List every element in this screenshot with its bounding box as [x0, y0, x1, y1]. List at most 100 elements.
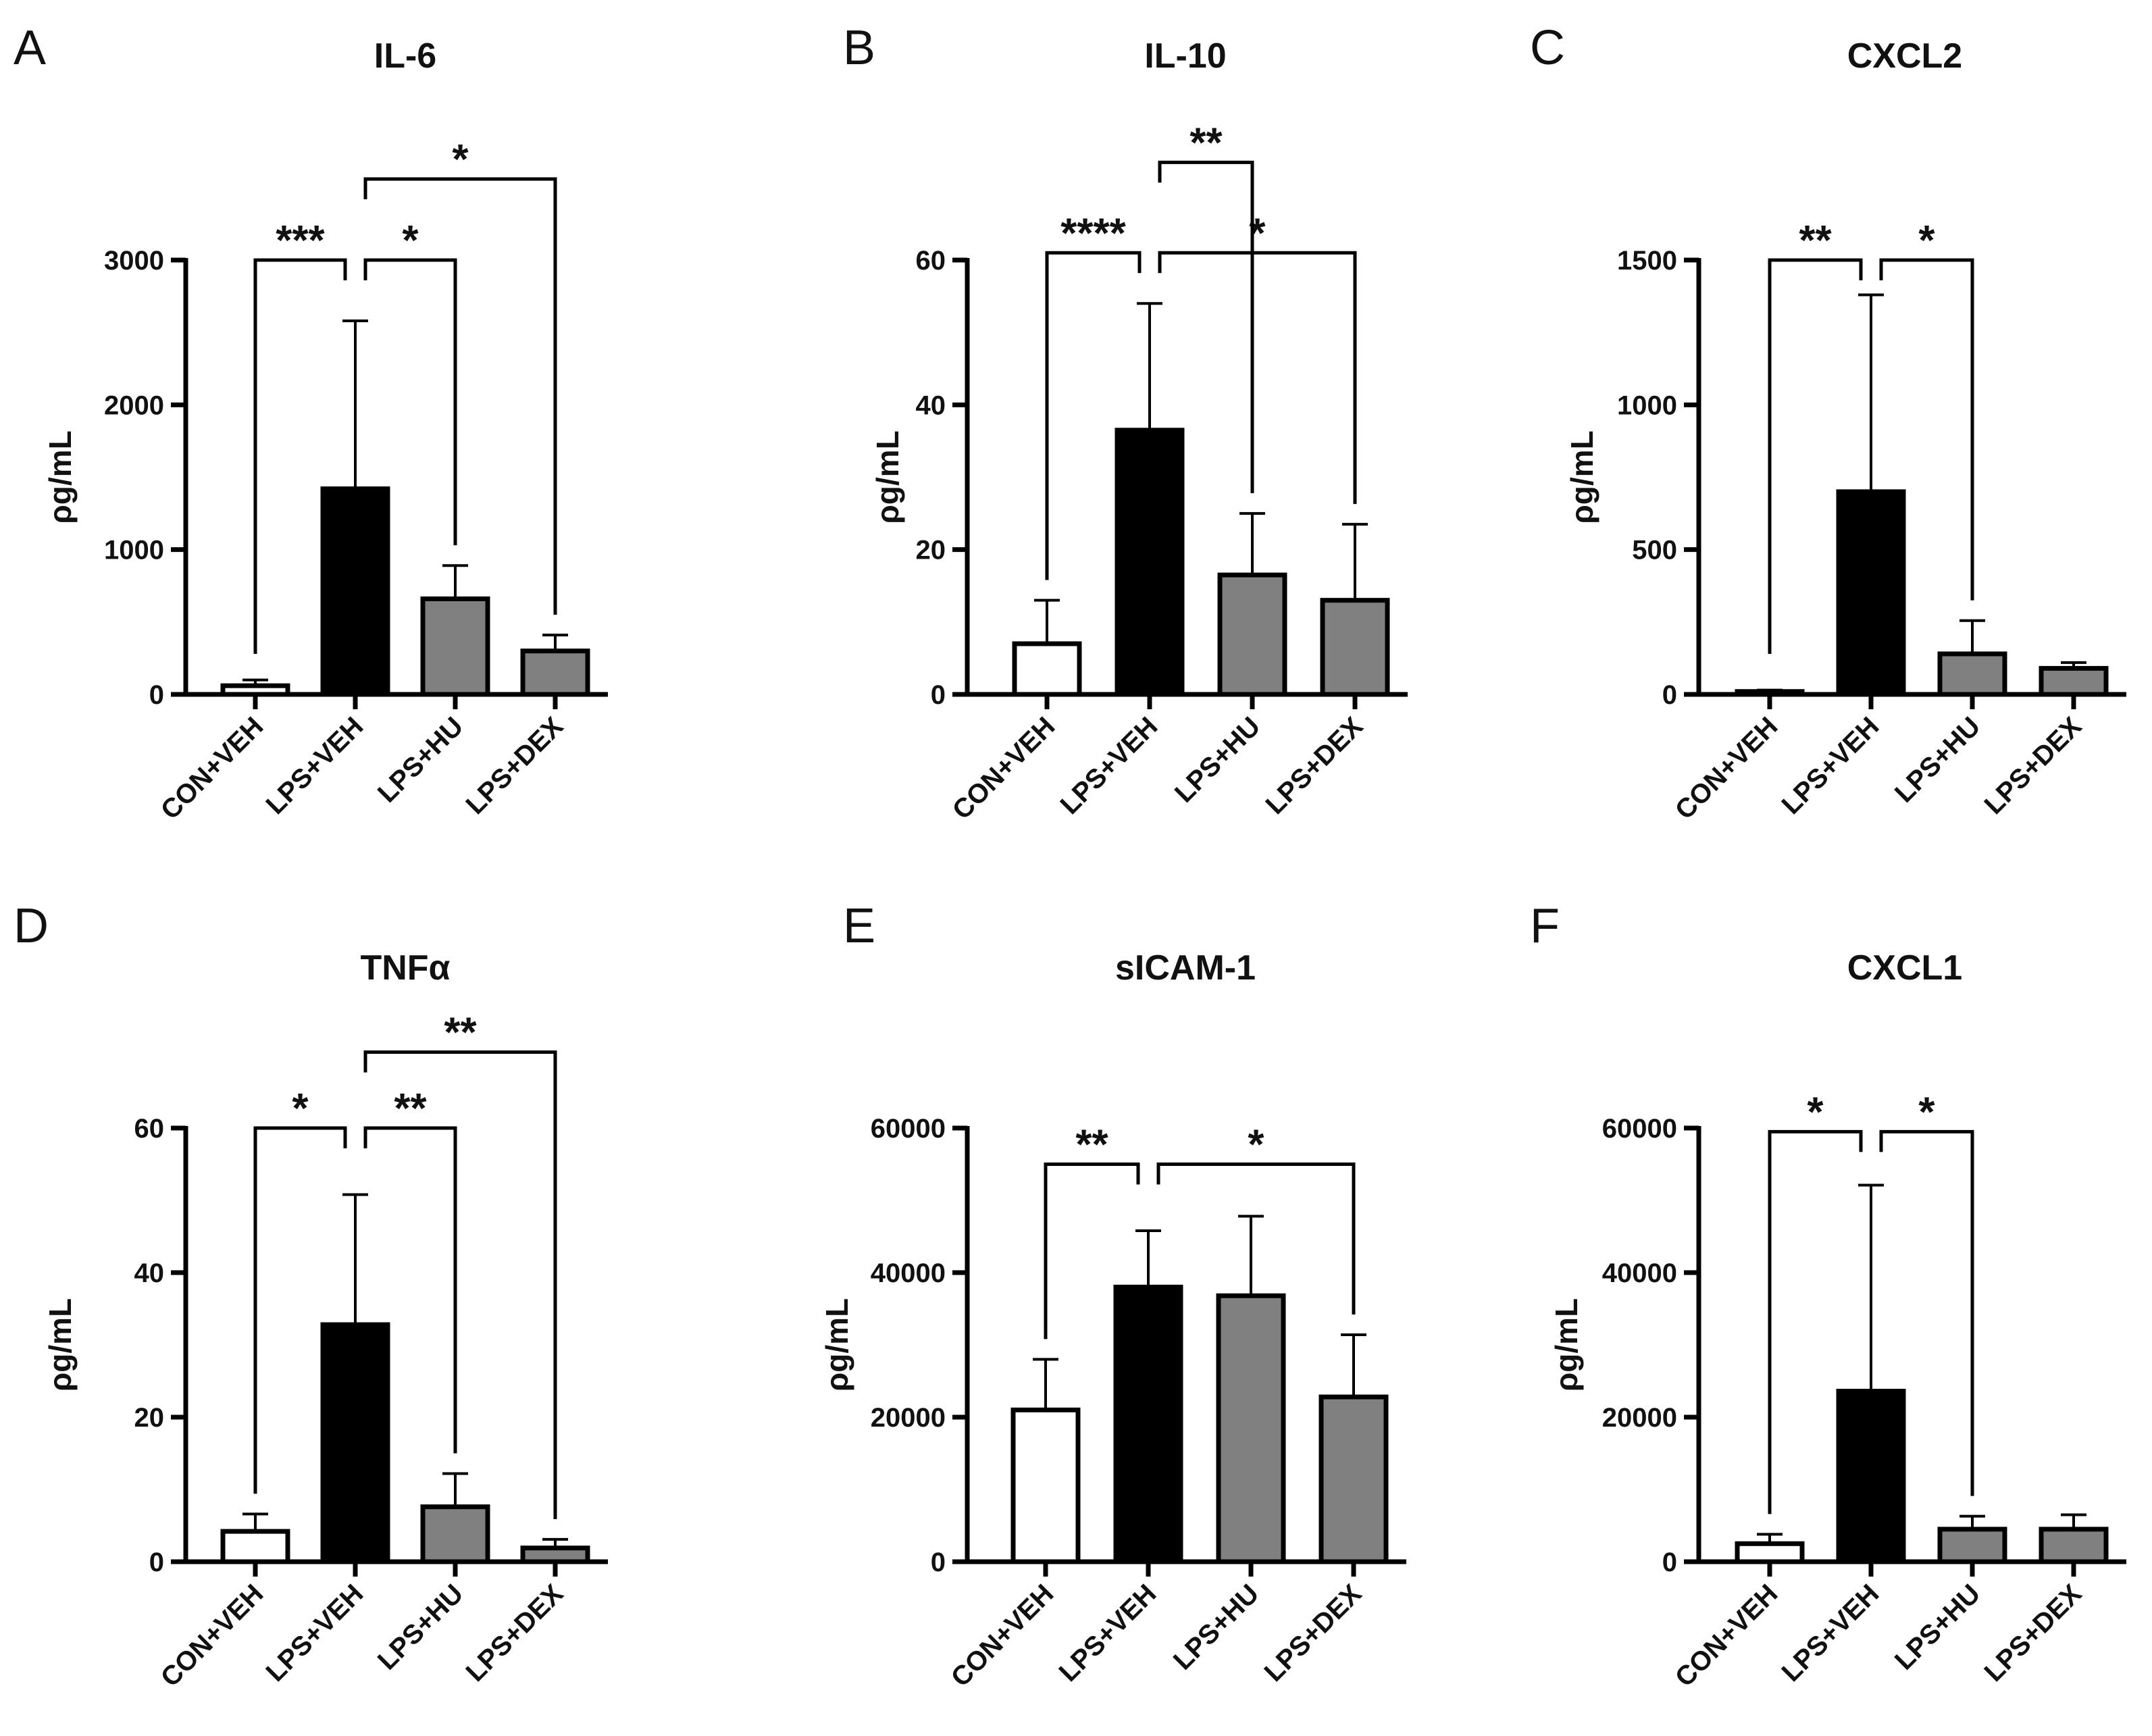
chart-title: CXCL2 [1847, 36, 1962, 76]
bar [1937, 1527, 2007, 1564]
y-tick-label: 3000 [104, 246, 164, 276]
x-tick-label: CON+VEH [946, 1579, 1060, 1693]
panel-letter: B [843, 21, 875, 75]
bar [1318, 1394, 1389, 1564]
significance-bracket [363, 1126, 457, 1454]
panel-letter: C [1530, 21, 1565, 75]
x-tick-label: LPS+DEX [1259, 1579, 1368, 1687]
significance-label: **** [1060, 210, 1126, 257]
chart-title: sICAM-1 [1115, 948, 1256, 988]
x-tick-label: LPS+DEX [1979, 1579, 2088, 1687]
y-tick-label: 20000 [1602, 1403, 1677, 1433]
bar [320, 1322, 390, 1564]
y-tick-label: 2000 [104, 390, 164, 420]
x-tick-label: LPS+VEH [1054, 1579, 1162, 1687]
y-tick-label: 0 [1662, 680, 1677, 710]
bar [520, 648, 590, 697]
significance-bracket [1158, 251, 1357, 505]
y-tick-label: 1500 [1617, 246, 1677, 276]
x-tick-label: LPS+VEH [1776, 711, 1885, 820]
y-tick-label: 0 [149, 1548, 164, 1577]
y-tick-label: 60000 [871, 1114, 946, 1144]
x-tick-label: LPS+DEX [1979, 711, 2088, 820]
chart-title: CXCL1 [1847, 948, 1962, 988]
bar [2039, 1527, 2109, 1564]
bar [1836, 489, 1906, 697]
bar [320, 486, 390, 697]
y-tick-label: 0 [931, 680, 946, 710]
y-tick-label: 500 [1632, 536, 1677, 565]
bar [1735, 1541, 1805, 1564]
significance-label: ** [1799, 218, 1832, 264]
significance-label: ** [394, 1086, 427, 1132]
y-tick-label: 40 [134, 1258, 165, 1288]
x-tick-label: CON+VEH [155, 1579, 270, 1693]
y-tick-label: 20 [916, 536, 946, 565]
significance-label: *** [276, 218, 325, 264]
x-tick-label: LPS+HU [1169, 711, 1266, 808]
bar [1216, 1293, 1286, 1564]
x-tick-label: LPS+HU [1889, 1579, 1986, 1675]
significance-bracket [363, 1050, 557, 1519]
chart-title: TNFα [360, 948, 450, 988]
bar [420, 596, 490, 697]
significance-bracket [253, 258, 347, 654]
y-tick-label: 20 [134, 1403, 165, 1433]
bar [420, 1504, 490, 1564]
x-tick-label: LPS+VEH [261, 1579, 369, 1687]
bar [1113, 1284, 1183, 1564]
significance-label: * [402, 218, 419, 264]
x-tick-label: LPS+DEX [461, 1579, 569, 1687]
significance-label: * [1918, 1089, 1935, 1135]
significance-label: ** [1075, 1122, 1108, 1169]
bar [2039, 665, 2109, 697]
significance-bracket [1045, 251, 1142, 580]
y-axis-label: ρg/mL [1549, 1298, 1584, 1392]
bar [1012, 641, 1082, 697]
y-tick-label: 1000 [1617, 390, 1677, 420]
x-tick-label: LPS+VEH [1776, 1579, 1885, 1687]
y-axis-label: ρg/mL [43, 1298, 78, 1392]
bar [220, 1529, 290, 1564]
significance-label: * [292, 1086, 309, 1132]
significance-label: ** [444, 1010, 477, 1056]
significance-bracket [1879, 1129, 1974, 1496]
x-tick-label: LPS+VEH [261, 711, 369, 820]
bar [1320, 598, 1390, 697]
significance-label: * [452, 136, 469, 183]
x-tick-label: LPS+DEX [1260, 711, 1369, 820]
significance-label: * [1918, 218, 1935, 264]
x-tick-label: CON+VEH [1670, 1579, 1784, 1693]
chart-title: IL-10 [1144, 36, 1226, 76]
panel-letter: A [14, 21, 46, 75]
x-tick-label: LPS+VEH [1055, 711, 1164, 820]
y-tick-label: 0 [931, 1548, 946, 1577]
bar [1217, 572, 1287, 697]
significance-bracket [1044, 1163, 1140, 1339]
y-axis-label: ρg/mL [1564, 430, 1599, 524]
bar [1836, 1388, 1906, 1564]
y-tick-label: 40000 [1602, 1258, 1677, 1288]
y-tick-label: 40 [916, 390, 946, 420]
y-tick-label: 0 [149, 680, 164, 710]
chart-panel-f: F CXCL1 ρg/mL 0 20000 40000 60000 CON+VEHLPS+VE… [1530, 899, 2126, 1693]
x-tick-label: LPS+HU [1889, 711, 1986, 808]
y-tick-label: 60 [916, 246, 946, 276]
x-tick-label: CON+VEH [947, 711, 1061, 825]
significance-bracket [1768, 258, 1863, 654]
y-tick-label: 60000 [1602, 1114, 1677, 1144]
x-tick-label: CON+VEH [155, 711, 270, 825]
panel-letter: F [1530, 899, 1560, 953]
significance-bracket [1879, 258, 1974, 601]
bar [1937, 651, 2007, 697]
bar [1115, 428, 1185, 697]
significance-bracket [363, 258, 457, 546]
x-tick-label: LPS+DEX [461, 711, 569, 820]
panel-letter: D [14, 899, 49, 953]
bar [1010, 1407, 1081, 1564]
x-tick-label: LPS+HU [372, 1579, 469, 1675]
x-tick-label: LPS+HU [1168, 1579, 1264, 1675]
